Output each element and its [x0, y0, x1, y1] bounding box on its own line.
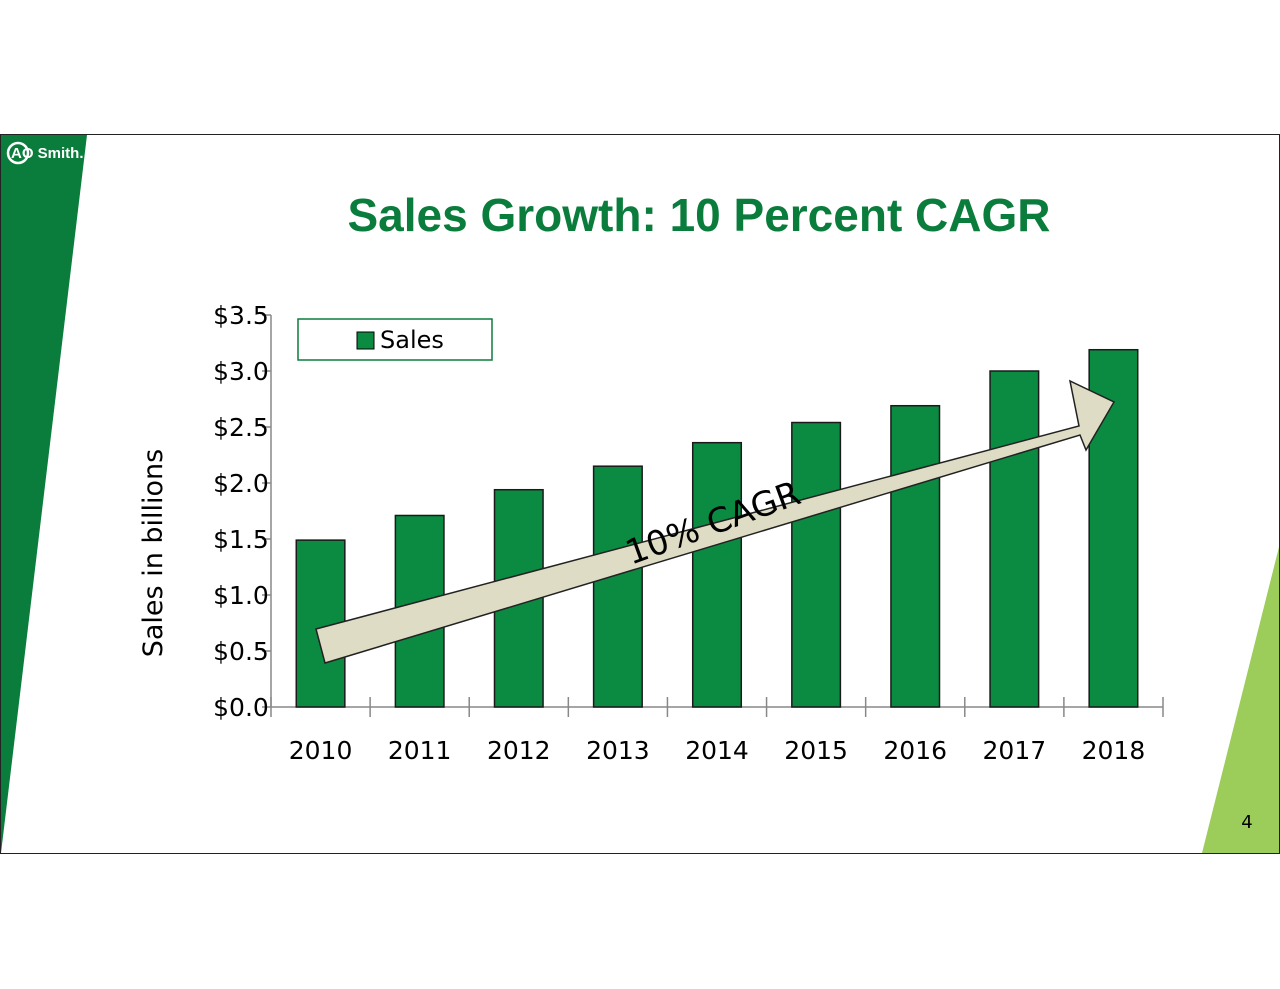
logo-icon: [6, 141, 30, 165]
x-tick-label: 2014: [685, 736, 749, 765]
x-tick-label: 2010: [289, 736, 353, 765]
y-tick-label: $1.5: [213, 525, 269, 554]
y-tick-label: $2.0: [213, 469, 269, 498]
x-tick-labels: 2010 2011 2012 2013 2014 2015 2016 2017 2018: [289, 736, 1146, 765]
x-tick-label: 2015: [784, 736, 848, 765]
legend-label: Sales: [380, 326, 444, 354]
y-tick-label: $3.0: [213, 357, 269, 386]
bar-2017: [989, 370, 1040, 708]
x-tick-label: 2017: [983, 736, 1047, 765]
company-logo: AO Smith.: [6, 141, 84, 165]
logo-text: AO Smith.: [11, 145, 84, 162]
x-tick-label: 2011: [388, 736, 452, 765]
cagr-arrow-shape: [315, 379, 1116, 664]
y-tick-labels: $0.0 $0.5 $1.0 $1.5 $2.0 $2.5 $3.0 $3.5: [213, 301, 269, 722]
y-axis-label: Sales in billions: [138, 449, 169, 658]
chart-title: Sales Growth: 10 Percent CAGR: [348, 189, 1051, 241]
x-tick-label: 2016: [883, 736, 947, 765]
brand-band-left: [1, 135, 87, 853]
chart-legend: Sales: [297, 318, 493, 361]
sales-chart: AO Smith. Sales Growth: 10 Percent CAGR …: [1, 135, 1279, 853]
y-tick-label: $1.0: [213, 581, 269, 610]
legend-swatch: [356, 331, 375, 350]
x-tick-label: 2012: [487, 736, 551, 765]
bar-2014: [691, 441, 743, 708]
y-tick-label: $3.5: [213, 301, 269, 330]
y-tick-label: $0.0: [213, 693, 269, 722]
page-number: 4: [1241, 812, 1252, 833]
y-tick-label: $2.5: [213, 413, 269, 442]
bar-2015: [791, 421, 842, 708]
y-tick-label: $0.5: [213, 637, 269, 666]
slide: AO Smith. Sales Growth: 10 Percent CAGR …: [0, 134, 1280, 854]
x-tick-label: 2018: [1082, 736, 1146, 765]
accent-band-right: [1202, 547, 1279, 853]
bar-2013: [592, 465, 643, 708]
bar-2016: [890, 404, 941, 708]
legend-box: [297, 318, 493, 361]
x-tick-label: 2013: [586, 736, 650, 765]
